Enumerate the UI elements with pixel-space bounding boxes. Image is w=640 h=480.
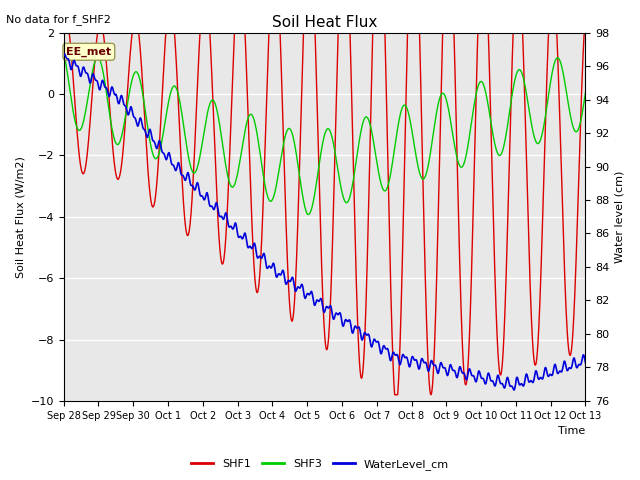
Text: No data for f_SHF2: No data for f_SHF2 — [6, 14, 111, 25]
Legend: SHF1, SHF3, WaterLevel_cm: SHF1, SHF3, WaterLevel_cm — [186, 455, 454, 474]
X-axis label: Time: Time — [558, 426, 586, 436]
Y-axis label: Water level (cm): Water level (cm) — [615, 170, 625, 263]
Title: Soil Heat Flux: Soil Heat Flux — [272, 15, 377, 30]
Y-axis label: Soil Heat Flux (W/m2): Soil Heat Flux (W/m2) — [15, 156, 25, 277]
Text: EE_met: EE_met — [67, 47, 111, 57]
